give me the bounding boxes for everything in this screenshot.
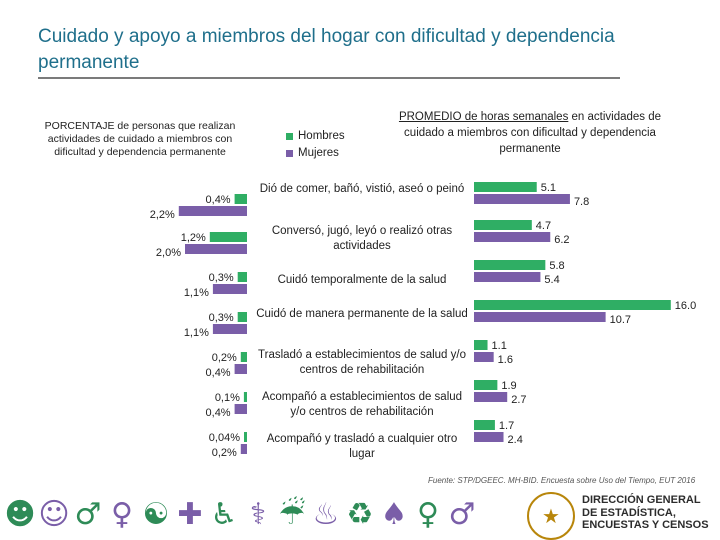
page-title: Cuidado y apoyo a miembros del hogar con… <box>38 26 615 73</box>
percent-bar-mujeres-1 <box>185 244 247 254</box>
hours-bar-mujeres-3 <box>474 312 606 322</box>
org-name: DIRECCIÓN GENERAL DE ESTADÍSTICA, ENCUES… <box>582 494 709 532</box>
hours-label-hombres-4: 1.1 <box>492 340 507 352</box>
percent-label-mujeres-4: 0,4% <box>206 367 231 379</box>
bar-charts: 0,4%2,2%1,2%2,0%0,3%1,1%0,3%1,1%0,2%0,4%… <box>150 182 696 459</box>
legend-item-hombres: Hombres <box>286 128 345 145</box>
hours-label-hombres-2: 5.8 <box>549 260 564 272</box>
hours-label-hombres-3: 16.0 <box>675 300 696 312</box>
percent-bar-hombres-2 <box>237 272 247 282</box>
hours-label-hombres-0: 5.1 <box>541 182 556 194</box>
percent-label-hombres-2: 0,3% <box>209 272 234 284</box>
hours-bar-mujeres-2 <box>474 272 541 282</box>
percent-bar-hombres-0 <box>234 194 247 204</box>
cleaning-icon: ♨ <box>312 496 340 532</box>
hours-bar-mujeres-4 <box>474 352 494 362</box>
legend: Hombres Mujeres <box>286 128 345 162</box>
hours-bar-mujeres-5 <box>474 392 508 402</box>
category-label-2: Cuidó temporalmente de la salud <box>277 274 447 286</box>
category-label-5: Acompañó a establecimientos de salud y/o… <box>261 391 463 418</box>
caregiver-icon: ♀ <box>111 496 133 532</box>
percent-label-mujeres-1: 2,0% <box>156 247 181 259</box>
percent-label-hombres-1: 1,2% <box>181 232 206 244</box>
elderly-person-icon: ♂ <box>74 496 102 532</box>
percent-label-hombres-4: 0,2% <box>212 352 237 364</box>
percent-label-mujeres-6: 0,2% <box>212 447 237 459</box>
hours-bar-hombres-2 <box>474 260 546 270</box>
source-note: Fuente: STP/DGEEC. MH-BID. Encuesta sobr… <box>428 476 696 485</box>
category-label-6: Acompañó y trasladó a cualquier otro lug… <box>266 433 458 460</box>
percent-label-mujeres-0: 2,2% <box>150 209 175 221</box>
hours-bar-hombres-5 <box>474 380 498 390</box>
percent-label-hombres-6: 0,04% <box>209 432 240 444</box>
percent-label-hombres-5: 0,1% <box>215 392 240 404</box>
legend-swatch-hombres <box>286 133 293 140</box>
laundry-icon: ♻ <box>346 496 374 532</box>
government-seal-icon: ★ <box>527 492 575 540</box>
hours-label-mujeres-5: 2.7 <box>511 394 526 406</box>
right-panel-title-underlined: PROMEDIO de horas semanales <box>398 111 569 123</box>
hours-label-mujeres-0: 7.8 <box>574 196 589 208</box>
running-person-icon: ☯ <box>142 496 170 532</box>
percent-bar-mujeres-2 <box>212 284 247 294</box>
hours-label-mujeres-3: 10.7 <box>610 314 631 326</box>
percent-bar-hombres-1 <box>209 232 247 242</box>
percent-bar-mujeres-6 <box>240 444 247 454</box>
hours-bar-hombres-4 <box>474 340 488 350</box>
woman-icon: ♀ <box>417 496 439 532</box>
eating-person-icon: ☻ <box>4 496 36 532</box>
sitting-person-icon: ☔ <box>278 496 306 532</box>
title-divider <box>38 77 620 79</box>
man-icon: ♂ <box>448 496 476 532</box>
percent-label-hombres-0: 0,4% <box>206 194 231 206</box>
category-label-4: Trasladó a establecimientos de salud y/o… <box>258 349 466 376</box>
left-panel-title: PORCENTAJE de personas que realizan acti… <box>44 120 236 158</box>
hours-label-hombres-6: 1.7 <box>499 420 514 432</box>
org-line-2: DE ESTADÍSTICA, <box>582 506 676 519</box>
percent-label-mujeres-2: 1,1% <box>184 287 209 299</box>
legend-label-hombres: Hombres <box>298 130 345 142</box>
legend-swatch-mujeres <box>286 150 293 157</box>
percent-bar-mujeres-3 <box>212 324 247 334</box>
percent-bar-hombres-3 <box>237 312 247 322</box>
hours-label-mujeres-1: 6.2 <box>554 234 569 246</box>
category-label-3: Cuidó de manera permanente de la salud <box>256 308 468 320</box>
hours-label-mujeres-4: 1.6 <box>498 354 513 366</box>
medical-care-icon: ✚ <box>177 496 203 532</box>
legend-item-mujeres: Mujeres <box>286 145 345 162</box>
percent-label-mujeres-3: 1,1% <box>184 327 209 339</box>
footer-icons: ☻ ☺ ♂ ♀ ☯ ✚ ♿ ⚕ ☔ ♨ ♻ ♠ ♀ ♂ <box>4 492 478 536</box>
hours-label-hombres-1: 4.7 <box>536 220 551 232</box>
dress-icon: ♠ <box>380 496 408 532</box>
category-label-0: Dió de comer, bañó, vistió, aseó o peinó <box>259 183 465 195</box>
percent-bar-hombres-5 <box>243 392 247 402</box>
footer-band <box>0 488 720 540</box>
category-label-1: Conversó, jugó, leyó o realizó otras act… <box>271 225 453 252</box>
walking-aid-icon: ⚕ <box>249 496 267 532</box>
percent-bar-hombres-6 <box>244 432 247 442</box>
org-line-3: ENCUESTAS Y CENSOS <box>582 519 709 531</box>
percent-label-mujeres-5: 0,4% <box>206 407 231 419</box>
hours-bar-hombres-0 <box>474 182 537 192</box>
hours-bar-hombres-3 <box>474 300 671 310</box>
right-panel-title-rest: en actividades de cuidado a miembros con… <box>404 111 662 155</box>
hours-bar-mujeres-0 <box>474 194 570 204</box>
hours-label-mujeres-2: 5.4 <box>544 274 559 286</box>
right-panel-title: PROMEDIO de horas semanales en actividad… <box>395 109 665 157</box>
hours-label-mujeres-6: 2.4 <box>508 434 523 446</box>
percent-bar-mujeres-5 <box>234 404 247 414</box>
percent-bar-hombres-4 <box>240 352 247 362</box>
legend-label-mujeres: Mujeres <box>298 147 339 159</box>
percent-bar-mujeres-0 <box>178 206 247 216</box>
org-line-1: DIRECCIÓN GENERAL <box>582 494 701 506</box>
hours-bar-mujeres-1 <box>474 232 551 242</box>
hours-bar-hombres-1 <box>474 220 532 230</box>
hours-label-hombres-5: 1.9 <box>501 380 516 392</box>
hours-bar-hombres-6 <box>474 420 495 430</box>
percent-label-hombres-3: 0,3% <box>209 312 234 324</box>
hours-bar-mujeres-6 <box>474 432 504 442</box>
percent-bar-mujeres-4 <box>234 364 247 374</box>
child-icon: ☺ <box>38 496 70 532</box>
wheelchair-icon: ♿ <box>210 496 238 532</box>
